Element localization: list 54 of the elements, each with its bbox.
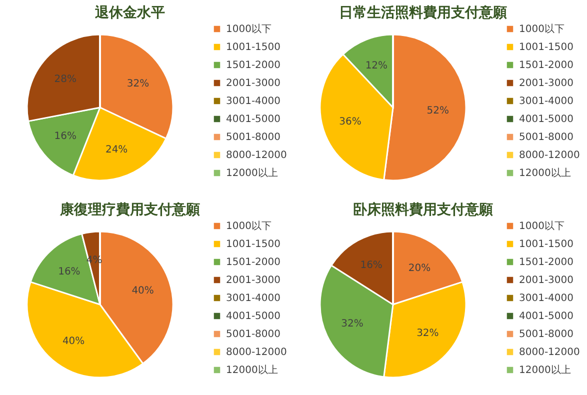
legend-label: 1001-1500	[519, 42, 574, 53]
data-label: 16%	[58, 266, 80, 278]
legend-label: 2001-3000	[226, 275, 281, 286]
legend-label: 2001-3000	[519, 78, 574, 89]
data-label: 32%	[416, 328, 439, 340]
legend-label: 3001-4000	[519, 293, 574, 304]
legend-label: 4001-5000	[519, 114, 574, 125]
legend-label: 8000-12000	[226, 150, 287, 161]
data-label: 52%	[426, 105, 450, 116]
data-label: 32%	[341, 318, 364, 330]
data-label: 36%	[339, 116, 362, 128]
legend-label: 3001-4000	[226, 293, 281, 304]
data-label: 16%	[54, 131, 76, 142]
legend-label: 2001-3000	[519, 275, 574, 286]
legend-label: 4001-5000	[226, 114, 281, 125]
legend-label: 12000以上	[226, 364, 278, 376]
legend-label: 1501-2000	[226, 257, 281, 268]
chart-title: 卧床照料費用支付意願	[353, 201, 493, 218]
legend-label: 12000以上	[226, 167, 278, 179]
legend-label: 8000-12000	[519, 347, 580, 358]
data-label: 40%	[132, 286, 154, 297]
legend-label: 1000以下	[226, 220, 272, 232]
legend-label: 8000-12000	[226, 347, 287, 358]
legend-label: 3001-4000	[226, 96, 281, 107]
legend-label: 12000以上	[519, 167, 571, 179]
legend-label: 8000-12000	[519, 150, 580, 161]
chart-title: 日常生活照料費用支付意願	[339, 4, 507, 21]
legend-label: 2001-3000	[226, 78, 281, 89]
legend-label: 1000以下	[226, 23, 272, 35]
chart-title: 退休金水平	[94, 4, 165, 21]
legend-label: 1001-1500	[226, 42, 281, 53]
legend-label: 1001-1500	[226, 239, 281, 250]
data-label: 40%	[62, 336, 85, 347]
data-label: 28%	[54, 74, 76, 85]
legend-label: 1001-1500	[519, 239, 574, 250]
data-label: 32%	[126, 78, 150, 90]
legend-label: 5001-8000	[226, 132, 281, 143]
data-label: 12%	[365, 60, 388, 72]
data-label: 20%	[408, 263, 431, 274]
legend-label: 4001-5000	[226, 311, 281, 322]
legend-label: 3001-4000	[519, 96, 574, 107]
chart-title: 康復理疗費用支付意願	[59, 201, 200, 218]
legend-label: 1501-2000	[226, 60, 281, 71]
legend-label: 5001-8000	[519, 132, 574, 143]
legend-label: 4001-5000	[519, 311, 574, 322]
legend-label: 5001-8000	[519, 329, 574, 340]
legend-label: 5001-8000	[226, 329, 281, 340]
legend-label: 1000以下	[519, 23, 564, 35]
data-label: 16%	[360, 260, 382, 272]
legend-label: 12000以上	[519, 364, 571, 376]
legend-label: 1000以下	[519, 220, 564, 232]
data-label: 24%	[105, 144, 128, 156]
legend-label: 1501-2000	[519, 257, 574, 268]
legend-label: 1501-2000	[519, 60, 574, 71]
